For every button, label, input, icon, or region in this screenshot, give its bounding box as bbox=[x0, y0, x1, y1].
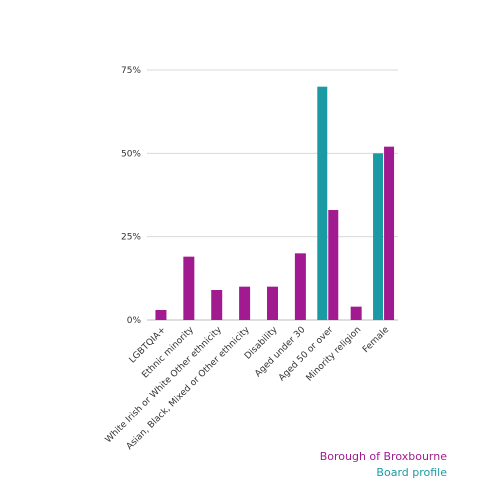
x-tick-label: White Irish or White Other ethnicity bbox=[104, 325, 225, 446]
bar bbox=[155, 310, 167, 320]
bar bbox=[294, 253, 306, 320]
legend-board: Board profile bbox=[376, 466, 447, 479]
bars bbox=[155, 86, 395, 321]
bar bbox=[239, 286, 251, 320]
x-tick-label: Minority religion bbox=[305, 325, 364, 384]
bar bbox=[350, 306, 362, 320]
y-tick-label: 75% bbox=[121, 66, 141, 76]
bar bbox=[211, 290, 223, 320]
bar bbox=[317, 86, 328, 321]
x-tick-label: Aged under 30 bbox=[253, 325, 307, 379]
x-tick-label: Female bbox=[361, 325, 391, 355]
bar bbox=[328, 210, 339, 320]
bar bbox=[267, 286, 278, 320]
bar bbox=[384, 146, 395, 320]
y-axis-ticks: 0% 25% 50% 75% bbox=[121, 66, 141, 326]
y-tick-label: 25% bbox=[121, 233, 141, 243]
y-tick-label: 50% bbox=[121, 149, 141, 159]
bar bbox=[183, 256, 195, 320]
bar bbox=[373, 153, 384, 320]
legend-borough: Borough of Broxbourne bbox=[319, 450, 447, 463]
y-tick-label: 0% bbox=[127, 316, 142, 326]
